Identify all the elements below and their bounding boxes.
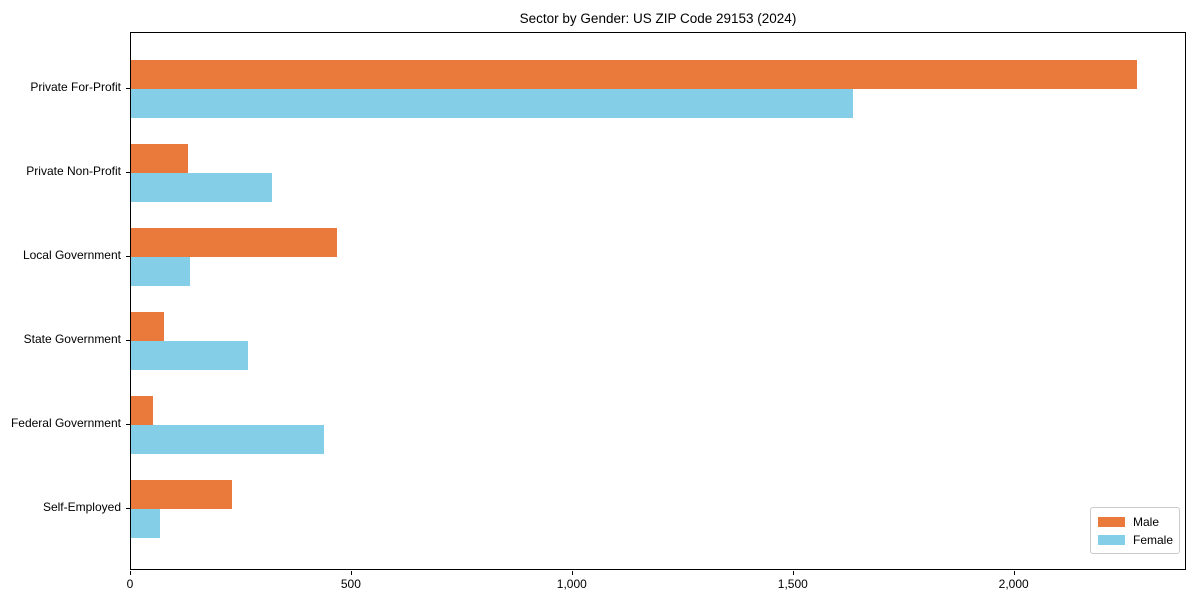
- y-axis-tick: [126, 172, 130, 173]
- legend-item-male: Male: [1098, 514, 1172, 530]
- x-axis-tick-label: 1,000: [556, 577, 587, 591]
- bar-female-2: [131, 173, 272, 202]
- legend: Male Female: [1090, 507, 1180, 554]
- bar-female-6: [131, 509, 161, 538]
- bar-male-1: [131, 60, 1138, 89]
- bar-male-2: [131, 144, 188, 173]
- y-axis-label: Private Non-Profit: [26, 164, 121, 178]
- y-axis-tick: [126, 340, 130, 341]
- y-axis-label: State Government: [23, 332, 121, 346]
- y-axis-label: Local Government: [22, 248, 121, 262]
- x-axis-tick-label: 2,000: [998, 577, 1029, 591]
- x-axis-tick: [350, 571, 352, 575]
- y-axis-tick: [126, 424, 130, 425]
- y-axis-tick: [126, 256, 130, 257]
- x-axis-tick: [792, 571, 794, 575]
- chart-title: Sector by Gender: US ZIP Code 29153 (202…: [519, 11, 797, 26]
- legend-label: Female: [1133, 533, 1174, 547]
- bar-male-4: [131, 312, 164, 341]
- y-axis-tick: [126, 508, 130, 509]
- y-axis-label: Self-Employed: [42, 500, 121, 514]
- bar-male-6: [131, 480, 233, 509]
- x-axis-tick-label: 500: [340, 577, 361, 591]
- legend-label: Male: [1133, 515, 1160, 529]
- y-axis-label: Private For-Profit: [30, 80, 121, 94]
- bar-male-5: [131, 396, 153, 425]
- x-axis-tick: [130, 571, 131, 575]
- plot-area: [130, 32, 1186, 570]
- x-axis-tick-label: 1,500: [777, 577, 808, 591]
- bar-female-1: [131, 89, 854, 118]
- bar-male-3: [131, 228, 337, 257]
- legend-swatch-male: [1098, 517, 1125, 527]
- y-axis-tick: [126, 88, 130, 89]
- legend-item-female: Female: [1098, 532, 1174, 548]
- bar-female-3: [131, 257, 191, 286]
- x-axis-tick: [571, 571, 573, 575]
- x-axis-tick: [1013, 571, 1015, 575]
- x-axis-tick-label: 0: [126, 577, 134, 591]
- y-axis-label: Federal Government: [10, 416, 121, 430]
- bar-female-4: [131, 341, 249, 370]
- legend-swatch-female: [1098, 535, 1125, 545]
- bar-female-5: [131, 425, 325, 454]
